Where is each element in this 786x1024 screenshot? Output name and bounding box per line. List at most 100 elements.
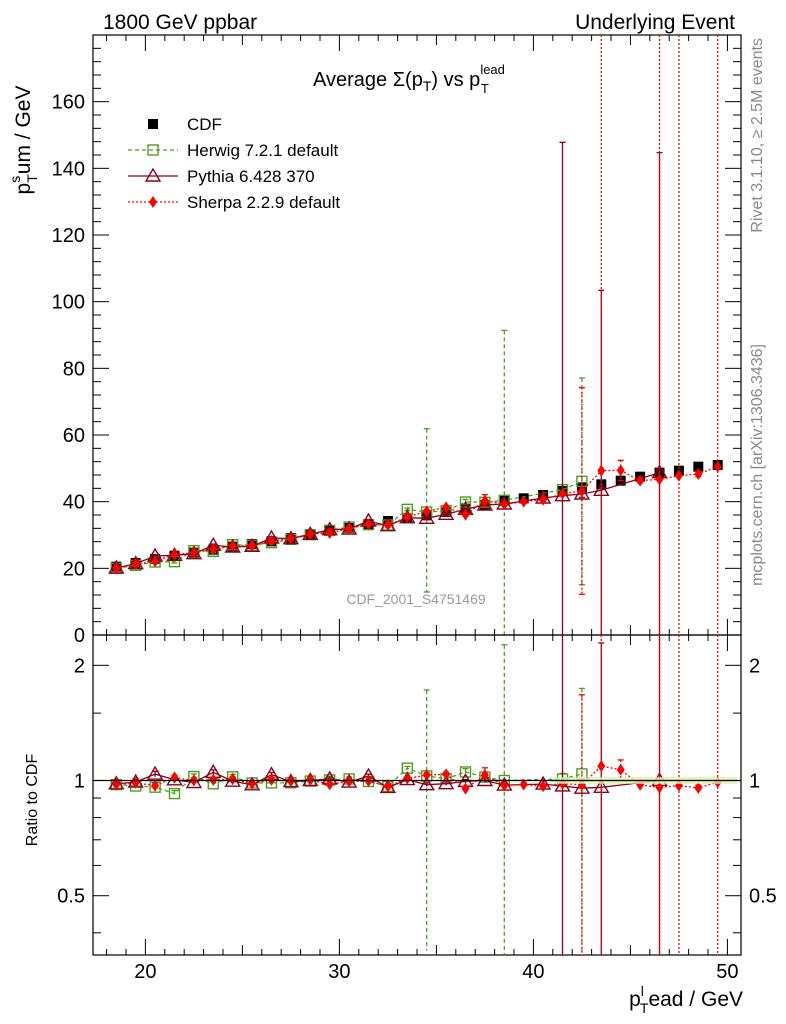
series-3-main xyxy=(112,35,722,635)
y-tick-label: 140 xyxy=(52,158,85,180)
xlabel-sub: T xyxy=(640,1000,649,1016)
sherpa-marker xyxy=(461,508,470,521)
x-axis-label: pl Tead / GeV xyxy=(629,983,743,1016)
sherpa-marker xyxy=(325,778,334,791)
legend-label: CDF xyxy=(187,115,222,134)
ylabel-sup: s xyxy=(7,176,23,183)
sherpa-marker xyxy=(112,778,121,791)
sherpa-marker xyxy=(442,501,451,514)
sherpa-marker xyxy=(500,498,509,511)
ylabel-p: p xyxy=(12,183,35,195)
sherpa-marker xyxy=(636,474,645,487)
pythia-marker xyxy=(437,775,455,790)
chart-title: Average Σ(pT) vs plead T xyxy=(313,62,505,96)
herwig-marker xyxy=(459,766,472,778)
y-tick-label: 60 xyxy=(63,425,85,447)
y-tick-label: 20 xyxy=(63,558,85,580)
sherpa-marker xyxy=(422,505,431,518)
x-tick-label: 20 xyxy=(134,961,156,983)
sherpa-marker xyxy=(345,522,354,535)
analysis-watermark: CDF_2001_S4751469 xyxy=(346,591,486,607)
y-tick-label: 100 xyxy=(52,292,85,314)
pythia-marker xyxy=(144,167,162,182)
sherpa-marker xyxy=(151,555,160,568)
sherpa-marker xyxy=(248,539,257,552)
sherpa-marker xyxy=(209,543,218,556)
y-tick-label: 80 xyxy=(63,358,85,380)
title-sub2: T xyxy=(481,81,489,96)
ratio-frame xyxy=(92,634,742,956)
ratio-tick-label-right: 2 xyxy=(749,655,760,677)
ratio-tick-label: 1 xyxy=(74,771,85,793)
header-right-label: Underlying Event xyxy=(575,11,735,34)
sherpa-marker xyxy=(286,532,295,545)
ratio-tick-label: 0.5 xyxy=(57,886,85,908)
legend-label: Herwig 7.2.1 default xyxy=(187,141,338,160)
cdf-marker xyxy=(693,461,704,472)
pythia-marker xyxy=(573,485,591,500)
sherpa-marker xyxy=(364,518,373,531)
sherpa-marker xyxy=(694,781,703,794)
sherpa-marker xyxy=(267,535,276,547)
title-sub1: T xyxy=(423,78,432,94)
y-tick-label: 120 xyxy=(52,225,85,247)
sherpa-marker xyxy=(170,771,179,784)
sherpa-marker xyxy=(403,772,412,785)
legend: CDF Herwig 7.2.1 default Pythia 6.428 370 S… xyxy=(128,115,340,212)
main-panel: 0 20 40 60 80 100 120 140 160 xyxy=(52,34,742,647)
x-tick-label: 50 xyxy=(716,961,738,983)
pythia-marker xyxy=(476,772,494,787)
sherpa-marker xyxy=(422,769,431,782)
title-main: Average Σ(p xyxy=(313,69,423,91)
pythia-marker xyxy=(146,765,164,780)
x-tick-label: 30 xyxy=(328,961,350,983)
sherpa-marker xyxy=(306,528,315,540)
ratio-panel: 20 30 40 50 0.5 0.5 1 1 2 2 xyxy=(57,634,777,983)
sherpa-marker xyxy=(519,778,528,791)
sherpa-marker xyxy=(442,768,451,781)
ratio-y-axis-label: Ratio to CDF xyxy=(24,754,41,847)
legend-label: Pythia 6.428 370 xyxy=(187,167,315,186)
pythia-marker xyxy=(418,509,435,525)
title-sup: lead xyxy=(480,62,505,77)
xlabel-sup: l xyxy=(641,983,644,999)
herwig-marker xyxy=(147,144,159,156)
sherpa-marker xyxy=(383,780,392,793)
header-left-label: 1800 GeV ppbar xyxy=(103,11,257,34)
x-tick-label: 40 xyxy=(522,961,544,983)
sherpa-marker xyxy=(674,469,683,482)
sherpa-marker xyxy=(616,763,625,776)
sherpa-marker xyxy=(655,473,664,486)
sherpa-marker xyxy=(461,782,470,795)
sherpa-marker xyxy=(228,540,237,552)
sherpa-marker xyxy=(149,196,157,208)
sherpa-marker xyxy=(228,773,237,786)
pythia-marker xyxy=(573,779,591,794)
sherpa-marker xyxy=(519,495,528,508)
sherpa-marker xyxy=(345,775,354,788)
sherpa-marker xyxy=(403,511,412,523)
sherpa-marker xyxy=(694,468,703,480)
sherpa-marker xyxy=(131,776,140,789)
ylabel-sub: T xyxy=(24,174,40,183)
series-1-ratio xyxy=(110,644,588,955)
sherpa-marker xyxy=(597,760,606,773)
sherpa-marker xyxy=(112,562,121,575)
sherpa-marker xyxy=(539,780,548,793)
sherpa-marker xyxy=(325,527,334,539)
pythia-marker xyxy=(418,776,435,791)
ratio-tick-label: 2 xyxy=(74,655,85,677)
y-axis-label: psTum / GeV xyxy=(7,86,40,195)
y-tick-label: 160 xyxy=(52,92,85,114)
sherpa-marker xyxy=(655,781,664,794)
y-tick-label: 40 xyxy=(63,492,85,514)
sherpa-marker xyxy=(500,779,509,792)
sherpa-marker xyxy=(616,464,625,477)
legend-label: Sherpa 2.2.9 default xyxy=(187,193,340,212)
series-0-main xyxy=(111,460,723,572)
xlabel-rest: ead / GeV xyxy=(648,988,743,1011)
pythia-marker xyxy=(554,777,571,792)
mcplots-side-label: mcplots.cern.ch [arXiv:1306.3436] xyxy=(749,344,766,586)
sherpa-marker xyxy=(577,485,586,497)
series-1-main xyxy=(110,329,588,635)
